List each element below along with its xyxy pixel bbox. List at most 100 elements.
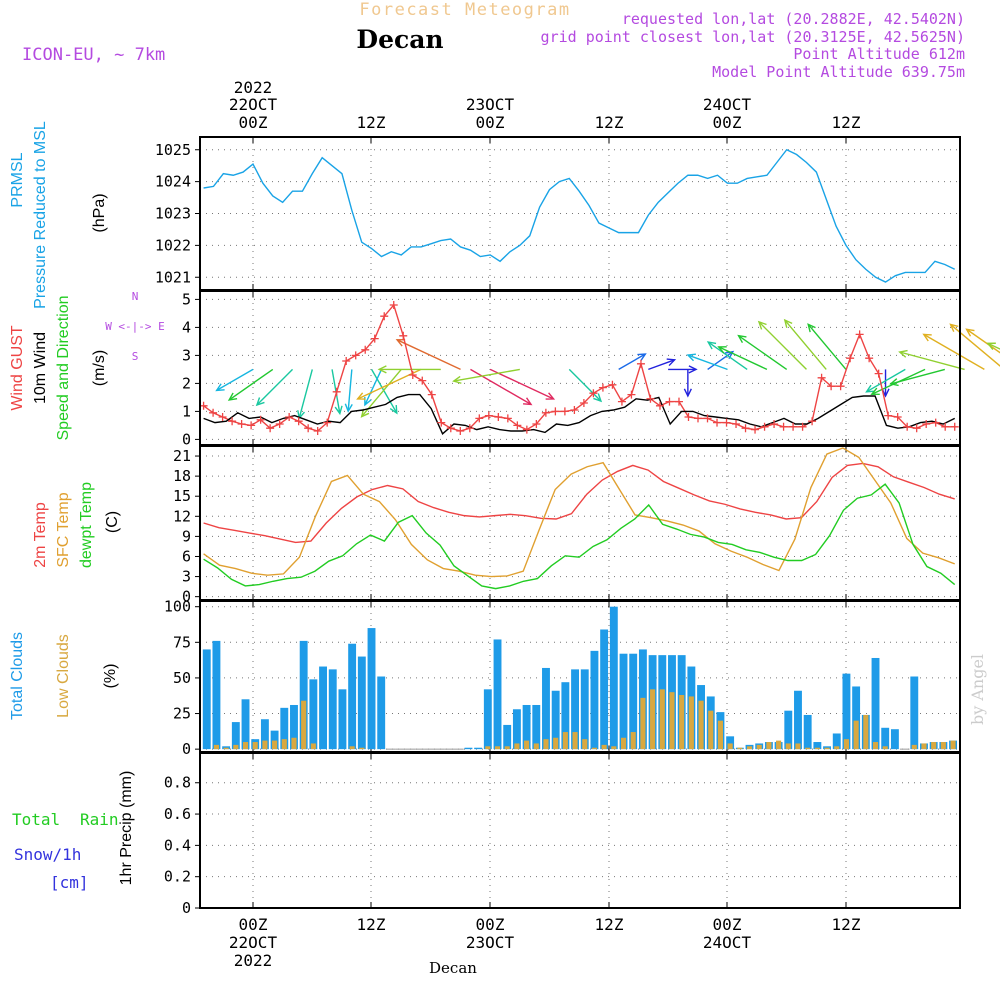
wind-arrow-head: [356, 392, 366, 400]
y-tick-label: 75: [173, 633, 191, 651]
y-tick-label: 9: [182, 527, 191, 545]
total-cloud-bar: [784, 710, 793, 750]
wind-arrow-head: [686, 353, 696, 362]
low-cloud-bar: [785, 743, 791, 750]
gust-marker: [408, 371, 417, 379]
gust-marker: [399, 331, 408, 340]
total-cloud-bar: [619, 653, 628, 750]
wind-arrow: [568, 368, 602, 402]
wind-arrow: [966, 328, 1000, 354]
temp-unit: (C): [104, 511, 121, 533]
y-tick-label: 2: [182, 374, 191, 392]
wind-arrow: [707, 341, 748, 370]
precip-unit: 1hr Precip (mm): [118, 771, 135, 886]
gust-marker: [361, 345, 370, 354]
date-label-bottom: 24OCT: [703, 933, 752, 952]
total-clouds-label: Total Clouds: [9, 632, 26, 720]
gust-marker: [570, 406, 579, 414]
gust-marker: [247, 421, 256, 430]
low-cloud-bar: [814, 747, 820, 750]
low-cloud-bar: [601, 744, 607, 750]
gust-marker: [218, 413, 227, 421]
wind-arrow-head: [757, 320, 767, 330]
wind-arrow: [899, 351, 965, 371]
wind-arrow: [357, 368, 422, 400]
low-cloud-bar: [727, 743, 733, 750]
wind-arrow: [470, 368, 532, 406]
gust-marker: [513, 421, 522, 430]
y-tick-label: 50: [173, 669, 191, 687]
gust-marker: [874, 369, 883, 378]
gust-marker: [884, 411, 893, 420]
gust-marker: [817, 373, 826, 382]
low-cloud-bar: [863, 714, 869, 750]
gust-marker: [760, 422, 769, 431]
wind-arrow-head: [783, 318, 793, 328]
wind-arrow-head: [865, 384, 875, 393]
watermark: by Angel: [968, 654, 987, 725]
y-tick-label: 0: [182, 430, 191, 448]
gust-marker: [950, 422, 959, 431]
wind-direction-label: Speed and Direction: [55, 296, 72, 441]
wind-arrow-head: [706, 341, 717, 350]
clouds-panel: 0 25 50 75 100: [164, 598, 960, 758]
snow-unit-label: [cm]: [50, 873, 89, 892]
gust-marker: [674, 397, 683, 406]
wind-arrow: [347, 369, 353, 412]
rain-label: Rain: [80, 810, 119, 829]
low-cloud-bar: [698, 700, 704, 750]
wind-arrow: [890, 368, 946, 385]
y-tick-label: 15: [173, 487, 191, 505]
wind-arrow-head: [334, 405, 343, 416]
wind-arrow: [396, 339, 461, 371]
wind-arrow-head: [737, 334, 747, 343]
wind-arrow: [758, 321, 807, 370]
gust-marker: [751, 425, 760, 434]
wind-arrow-head: [688, 365, 698, 374]
gust-marker: [665, 397, 674, 406]
wind-10m-line: [203, 393, 956, 435]
wind-arrow-head: [344, 403, 353, 413]
point-altitude: Point Altitude 612m: [793, 45, 965, 63]
temperature-panel: 0 3 6 9 12 15 18 21: [173, 446, 960, 606]
total-cloud-bar: [338, 689, 347, 750]
pressure-unit: (hPa): [91, 193, 108, 232]
gust-marker: [865, 354, 874, 363]
y-tick-label: 0: [182, 899, 191, 917]
gust-marker: [503, 414, 512, 423]
gust-marker: [827, 382, 836, 391]
total-cloud-bar: [512, 709, 521, 750]
gust-marker: [313, 427, 322, 435]
time-label-top: 00Z: [476, 113, 505, 132]
model-label: ICON-EU, ~ 7km: [22, 45, 165, 65]
wind-arrow: [923, 333, 985, 371]
gust-marker: [465, 424, 474, 433]
gust-marker: [380, 312, 389, 321]
low-cloud-bar: [485, 746, 491, 750]
total-cloud-bar: [571, 669, 579, 750]
pressure-panel: 1021 1022 1023 1024 1025: [155, 137, 960, 290]
y-tick-label: 0.4: [164, 836, 191, 854]
gust-marker: [389, 301, 398, 309]
wind-arrow-head: [683, 388, 692, 398]
gust-marker: [456, 427, 465, 435]
gust-marker: [703, 414, 712, 423]
y-tick-label: 0.8: [164, 774, 191, 792]
total-cloud-bar: [532, 704, 541, 750]
gust-marker: [713, 418, 722, 427]
total-cloud-bar: [202, 649, 211, 750]
y-tick-label: 18: [173, 467, 191, 485]
low-cloud-bar: [766, 742, 772, 750]
total-cloud-bar: [290, 704, 298, 750]
wind-arrow-head: [215, 383, 225, 392]
pressure-label-long: Pressure Reduced to MSL: [32, 121, 49, 309]
gust-marker: [209, 408, 218, 417]
wind-arrow-head: [360, 408, 370, 418]
low-cloud-bar: [301, 700, 307, 750]
gust-marker: [694, 414, 702, 423]
time-label-bottom: 00Z: [239, 915, 268, 934]
total-cloud-bar: [464, 747, 473, 750]
total-cloud-bar: [542, 667, 550, 750]
gust-marker: [789, 422, 798, 431]
